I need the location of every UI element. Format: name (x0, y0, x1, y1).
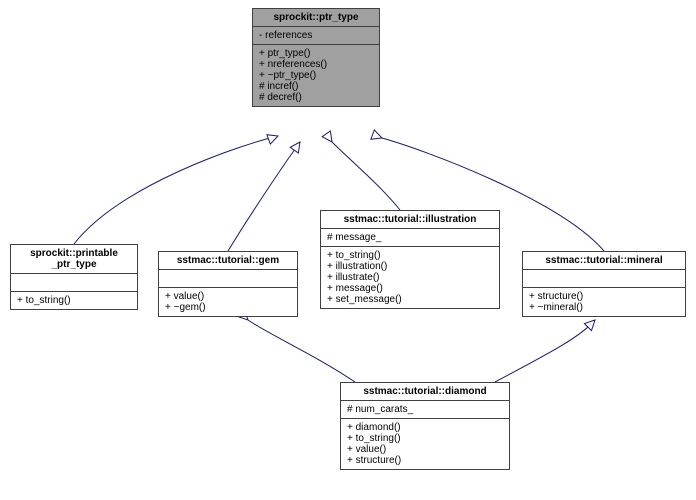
class-title: sstmac::tutorial::gem (159, 252, 297, 270)
op: + structure() (347, 455, 503, 466)
edge-illustration-ptr_type (332, 142, 400, 210)
arrowhead (371, 130, 384, 143)
op: + ptr_type() (259, 48, 373, 59)
op: + to_string() (347, 433, 503, 444)
op: + ~mineral() (529, 302, 679, 313)
class-attrs: - references (253, 27, 379, 45)
attr: - references (259, 30, 373, 41)
arrowhead (322, 131, 336, 145)
arrowhead (267, 131, 280, 144)
class-ops: + to_string() (11, 292, 137, 309)
class-mineral[interactable]: sstmac::tutorial::mineral + structure()+… (522, 251, 686, 317)
class-ops: + diamond()+ to_string()+ value()+ struc… (341, 419, 509, 469)
op: # incref() (259, 81, 373, 92)
class-attrs: # num_carats_ (341, 401, 509, 419)
class-attrs: # message_ (321, 229, 499, 247)
op: + illustrate() (327, 272, 493, 283)
op: + value() (165, 291, 291, 302)
class-illustration[interactable]: sstmac::tutorial::illustration# message_… (320, 210, 500, 309)
op: + structure() (529, 291, 679, 302)
class-title: sstmac::tutorial::mineral (523, 252, 685, 270)
class-title: sprockit::printable_ptr_type (11, 245, 137, 274)
class-ops: + ptr_type()+ nreferences()+ ~ptr_type()… (253, 45, 379, 106)
op: + ~ptr_type() (259, 70, 373, 81)
class-gem[interactable]: sstmac::tutorial::gem + value()+ ~gem() (158, 251, 298, 317)
attr: # message_ (327, 232, 493, 243)
op: + nreferences() (259, 59, 373, 70)
op: + to_string() (17, 295, 131, 306)
class-diamond[interactable]: sstmac::tutorial::diamond# num_carats_+ … (340, 382, 510, 470)
attr: # num_carats_ (347, 404, 503, 415)
class-ops: + value()+ ~gem() (159, 288, 297, 316)
op: + diamond() (347, 422, 503, 433)
class-attrs (11, 274, 137, 292)
edge-gem-ptr_type (228, 142, 300, 251)
arrowhead (290, 139, 304, 153)
class-attrs (159, 270, 297, 288)
class-attrs (523, 270, 685, 288)
class-title: sstmac::tutorial::diamond (341, 383, 509, 401)
class-title: sstmac::tutorial::illustration (321, 211, 499, 229)
op: + message() (327, 283, 493, 294)
op: # decref() (259, 92, 373, 103)
edge-printable-ptr_type (74, 136, 278, 244)
op: + value() (347, 444, 503, 455)
class-title: sprockit::ptr_type (253, 9, 379, 27)
op: + set_message() (327, 294, 493, 305)
op: + ~gem() (165, 302, 291, 313)
edge-diamond-gem (248, 320, 355, 382)
op: + to_string() (327, 250, 493, 261)
class-printable[interactable]: sprockit::printable_ptr_type + to_string… (10, 244, 138, 310)
class-ops: + structure()+ ~mineral() (523, 288, 685, 316)
class-ptr_type[interactable]: sprockit::ptr_type- references+ ptr_type… (252, 8, 380, 107)
edge-diamond-mineral (495, 320, 595, 382)
class-ops: + to_string()+ illustration()+ illustrat… (321, 247, 499, 308)
op: + illustration() (327, 261, 493, 272)
